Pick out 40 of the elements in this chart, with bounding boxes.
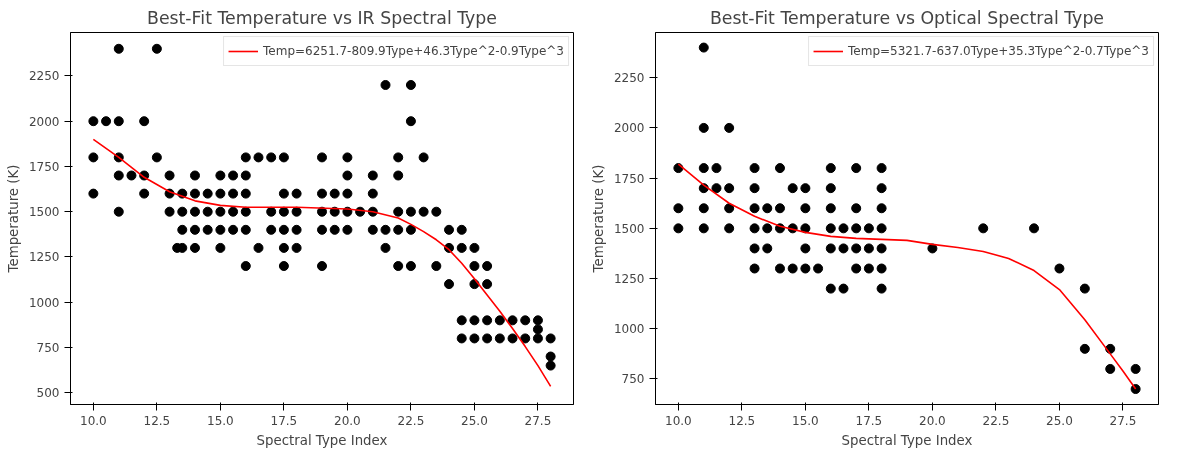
- y-tick-label: 500: [36, 386, 60, 401]
- y-tick-label: 1000: [28, 295, 60, 310]
- chart-title: Best-Fit Temperature vs Optical Spectral Type: [709, 7, 1105, 28]
- x-tick-label: 20.0: [334, 413, 361, 428]
- y-tick-label: 2000: [613, 121, 645, 136]
- y-tick-label: 1500: [613, 221, 645, 236]
- chart-title: Best-Fit Temperature vs IR Spectral Type: [146, 7, 498, 28]
- x-tick-label: 22.5: [397, 413, 425, 428]
- y-tick-label: 2250: [28, 69, 60, 84]
- y-tick-label: 1250: [28, 250, 60, 265]
- y-axis-title: Temperature (K): [590, 164, 606, 274]
- x-tick-label: 25.0: [1046, 413, 1073, 428]
- x-axis-title: Spectral Type Index: [256, 432, 388, 448]
- x-tick-label: 10.0: [80, 413, 107, 428]
- x-tick-label: 17.5: [855, 413, 883, 428]
- y-tick-label: 2250: [613, 71, 645, 86]
- x-axis-title: Spectral Type Index: [841, 432, 973, 448]
- y-tick-label: 1750: [613, 171, 645, 186]
- y-tick-label: 750: [621, 372, 645, 387]
- y-tick-label: 750: [36, 340, 60, 355]
- y-tick-label: 2000: [28, 114, 60, 129]
- legend-label: Temp=6251.7-809.9Type+46.3Type^2-0.9Type^3: [263, 44, 564, 58]
- y-tick-label: 1500: [28, 205, 60, 220]
- x-tick-label: 15.0: [207, 413, 234, 428]
- x-tick-label: 12.5: [143, 413, 171, 428]
- y-tick-label: 1750: [28, 159, 60, 174]
- y-axis-title: Temperature (K): [5, 164, 21, 274]
- x-tick-label: 27.5: [1109, 413, 1137, 428]
- x-tick-label: 10.0: [665, 413, 692, 428]
- x-tick-label: 27.5: [524, 413, 552, 428]
- y-tick-label: 1250: [613, 272, 645, 287]
- y-tick-label: 1000: [613, 322, 645, 337]
- x-tick-label: 25.0: [461, 413, 488, 428]
- x-tick-label: 12.5: [728, 413, 756, 428]
- x-tick-label: 22.5: [982, 413, 1010, 428]
- x-tick-label: 15.0: [792, 413, 819, 428]
- x-tick-label: 17.5: [270, 413, 298, 428]
- x-tick-label: 20.0: [919, 413, 946, 428]
- line-series: [92, 138, 552, 388]
- legend-label: Temp=5321.7-637.0Type+35.3Type^2-0.7Type^3: [848, 44, 1149, 58]
